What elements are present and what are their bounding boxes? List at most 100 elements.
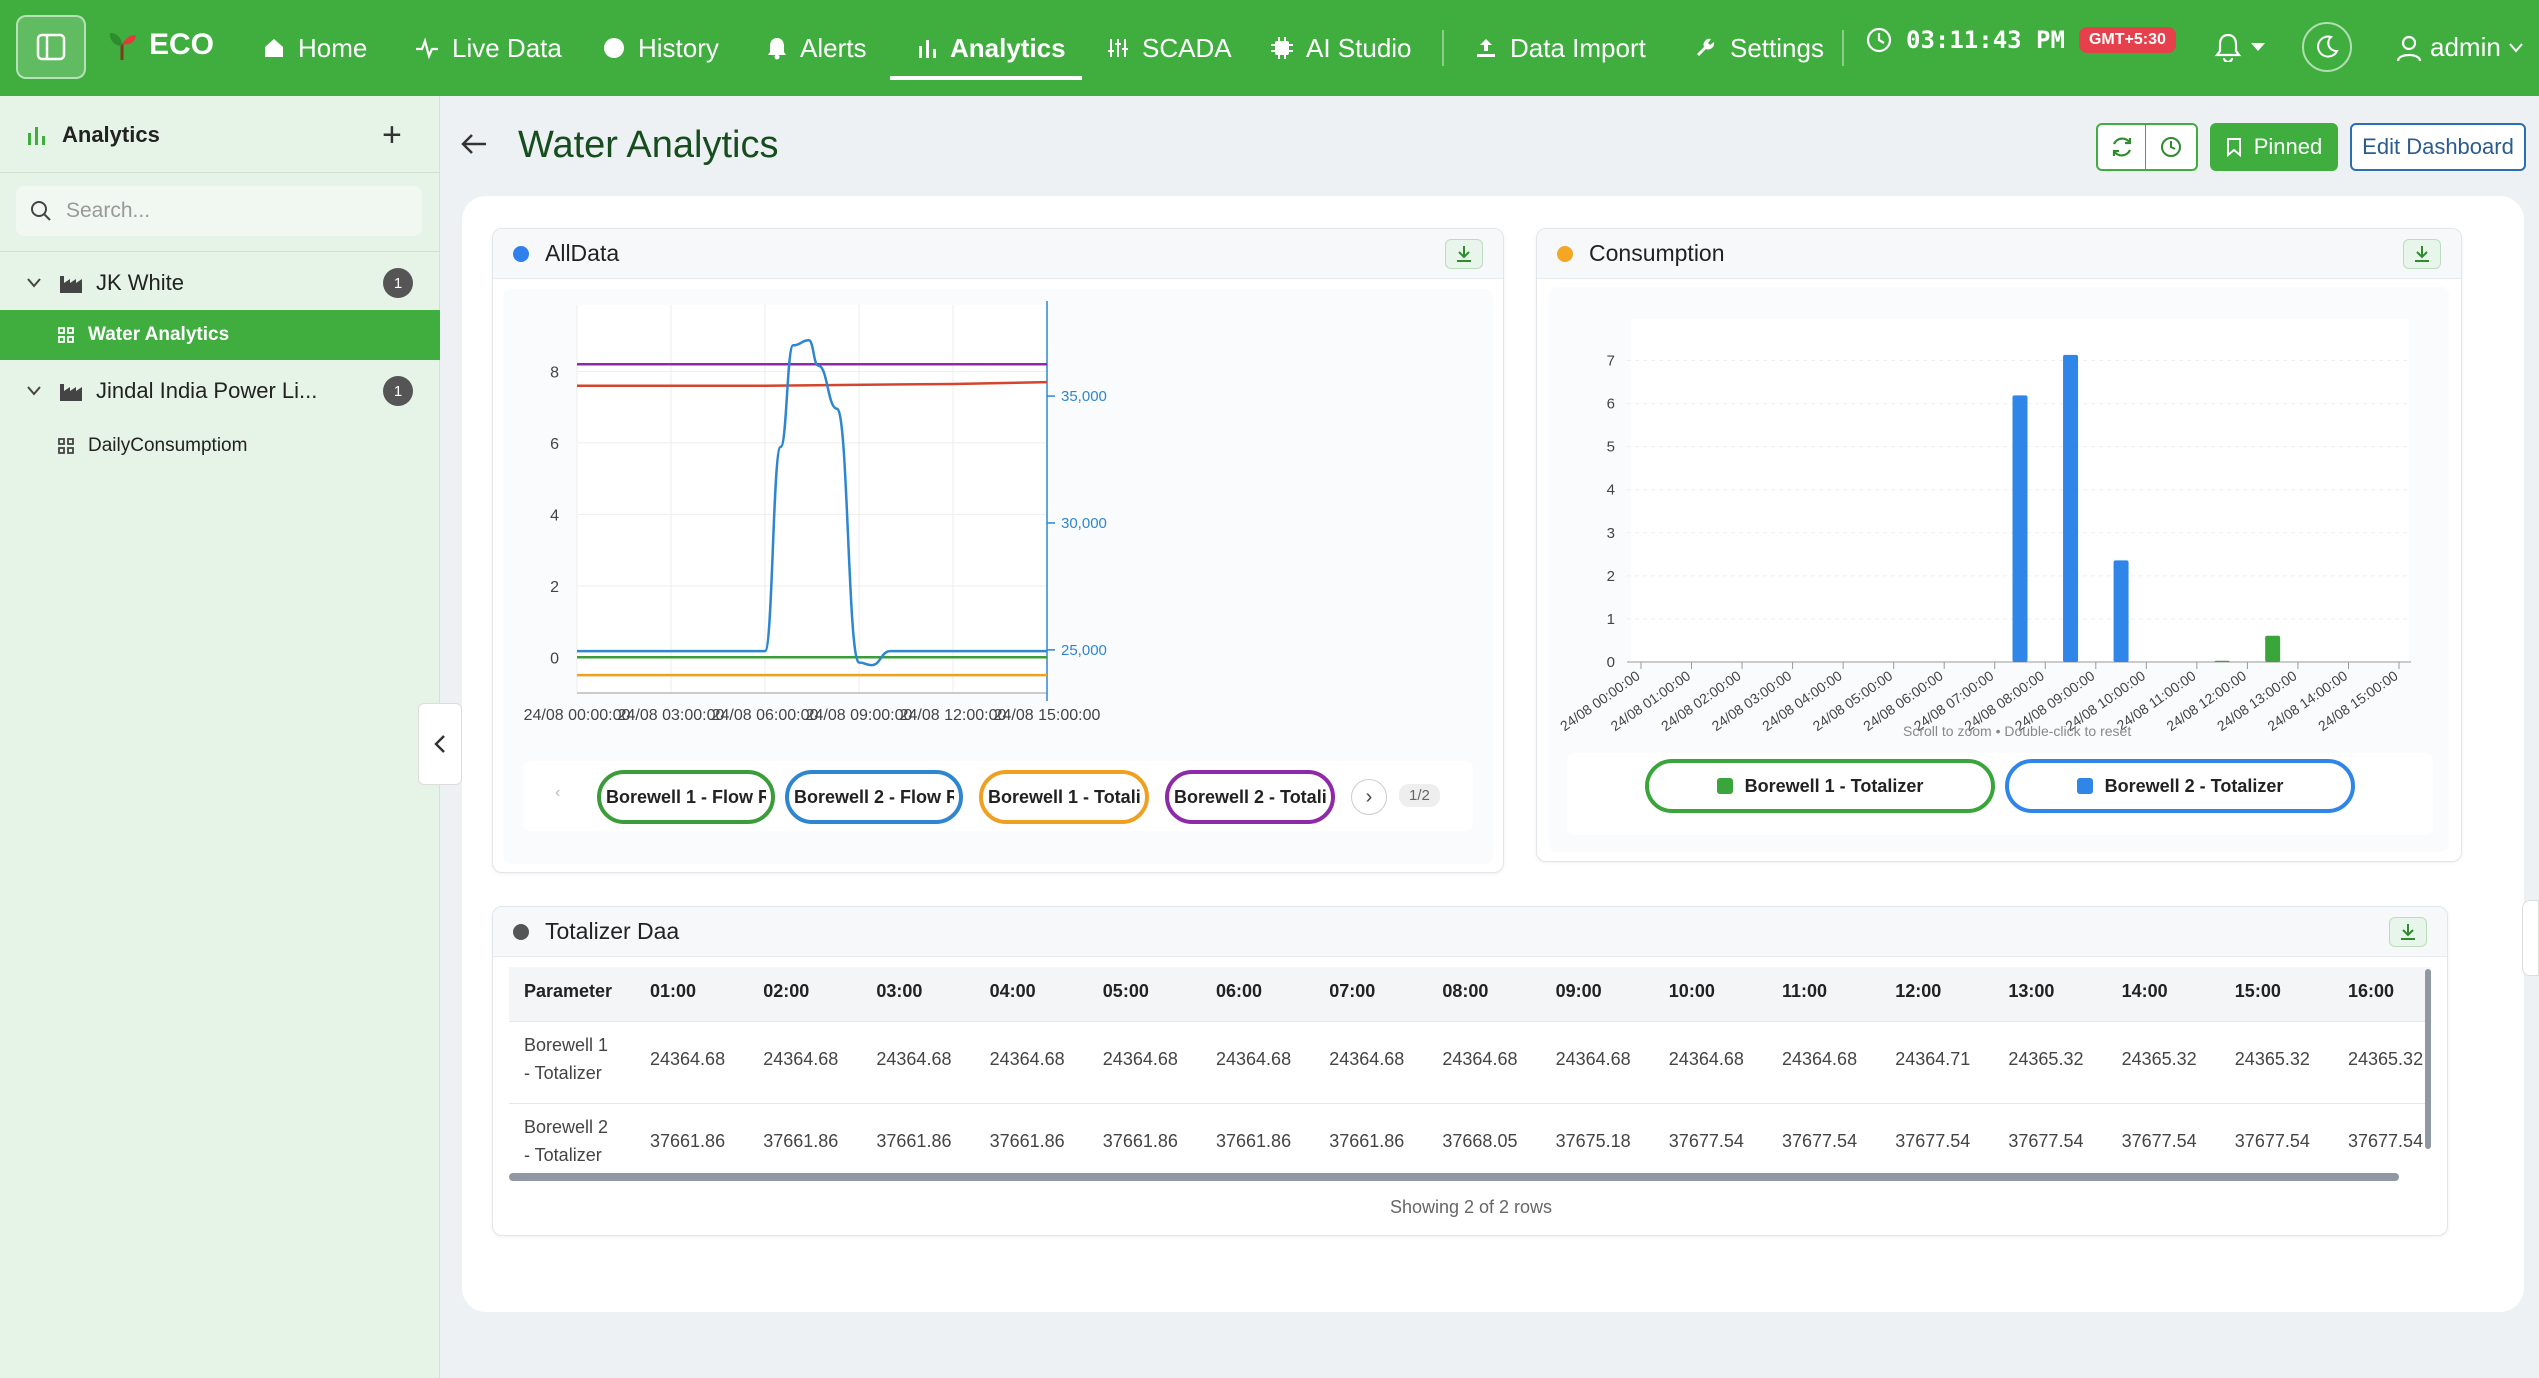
tree-group-label: Jindal India Power Li... <box>96 378 318 403</box>
app-logo[interactable]: ECO <box>105 28 214 62</box>
table-cell: 37677.54 <box>1895 1130 1971 1151</box>
nav-settings[interactable]: Settings <box>1694 0 1824 96</box>
nav-analytics-label: Analytics <box>950 32 1066 63</box>
table-cell: 37661.86 <box>763 1130 839 1151</box>
theme-toggle-button[interactable] <box>2302 22 2352 72</box>
nav-history[interactable]: History <box>602 0 719 96</box>
legend-chip[interactable]: Borewell 2 - Totalizer <box>2005 759 2355 813</box>
table-cell: 37675.18 <box>1555 1130 1631 1151</box>
column-header[interactable]: 12:00 <box>1895 980 1942 1001</box>
bar-chart-icon <box>919 40 936 58</box>
refresh-button[interactable] <box>2096 123 2146 171</box>
y-axis-tick-label: 0 <box>1607 654 1615 671</box>
download-button[interactable] <box>2403 239 2441 269</box>
column-header[interactable]: 02:00 <box>763 980 810 1001</box>
right-drawer-tab[interactable] <box>2522 900 2539 976</box>
count-badge: 1 <box>383 268 413 298</box>
bell-icon <box>768 38 786 60</box>
chip-icon <box>1271 37 1293 59</box>
clock-time: 03:11:43 PM <box>1906 26 2065 54</box>
app-name: ECO <box>149 28 215 61</box>
table-cell: 37677.54 <box>2008 1130 2084 1151</box>
edit-dashboard-button[interactable]: Edit Dashboard <box>2350 123 2526 171</box>
y-axis-tick-label: 1 <box>1607 611 1615 628</box>
y-axis-tick-label: 4 <box>550 507 559 524</box>
y-axis-right-tick-label: 25,000 <box>1061 642 1107 659</box>
bar <box>2012 395 2028 662</box>
sidebar-search[interactable]: Search... <box>16 186 422 236</box>
download-button[interactable] <box>1445 239 1483 269</box>
page-title: Water Analytics <box>518 124 779 166</box>
search-icon <box>31 201 51 221</box>
legend-prev-icon[interactable]: ‹ <box>555 784 561 801</box>
table-cell: 37677.54 <box>2348 1130 2424 1151</box>
column-header[interactable]: 04:00 <box>989 980 1036 1001</box>
legend-chip[interactable]: Borewell 2 - Totalizer <box>1165 770 1335 824</box>
notifications-button[interactable] <box>2214 32 2266 62</box>
nav-analytics[interactable]: Analytics <box>916 0 1066 96</box>
column-header[interactable]: 16:00 <box>2348 980 2395 1001</box>
table-cell: 24364.68 <box>1668 1048 1744 1069</box>
nav-alerts[interactable]: Alerts <box>766 0 866 96</box>
horizontal-scrollbar[interactable] <box>509 1173 2399 1181</box>
tree-group-jk-white[interactable]: JK White 1 <box>0 258 440 308</box>
column-header[interactable]: 15:00 <box>2234 980 2281 1001</box>
sidebar-header: Analytics <box>26 122 160 148</box>
search-input[interactable]: Search... <box>66 199 151 222</box>
sidebar-toggle-button[interactable] <box>16 15 86 79</box>
nav-home[interactable]: Home <box>262 0 367 96</box>
tree-item-daily-consumption[interactable]: DailyConsumptiom <box>0 421 440 471</box>
tree-group-jindal[interactable]: Jindal India Power Li... 1 <box>0 366 440 416</box>
legend-chip[interactable]: Borewell 1 - Flow Rate <box>597 770 775 824</box>
chevron-down-icon <box>27 278 41 288</box>
table-cell: 24364.68 <box>1216 1048 1292 1069</box>
nav-settings-label: Settings <box>1730 32 1824 63</box>
column-header[interactable]: 13:00 <box>2008 980 2055 1001</box>
auto-refresh-button[interactable] <box>2146 123 2198 171</box>
legend-pager: 1/2 <box>1399 784 1440 807</box>
add-dashboard-button[interactable]: + <box>382 116 402 154</box>
parameter-suffix: - Totalizer <box>524 1063 602 1083</box>
x-axis-tick-label: 24/08 12:00:00 <box>900 707 1007 724</box>
nav-data-import[interactable]: Data Import <box>1474 0 1646 96</box>
sprout-icon <box>109 33 136 60</box>
column-header[interactable]: 08:00 <box>1442 980 1489 1001</box>
column-header[interactable]: 09:00 <box>1555 980 1602 1001</box>
column-header[interactable]: 05:00 <box>1102 980 1149 1001</box>
user-menu[interactable]: admin <box>2396 32 2523 63</box>
legend-chip[interactable]: Borewell 1 - Totalizer <box>979 770 1149 824</box>
table-cell: 24365.32 <box>2121 1048 2197 1069</box>
column-header[interactable]: 10:00 <box>1668 980 1715 1001</box>
download-button[interactable] <box>2389 917 2427 947</box>
top-navbar: ECO Home Live Data History Alerts Analyt… <box>0 0 2539 96</box>
nav-ai-studio[interactable]: AI Studio <box>1270 0 1412 96</box>
edit-dashboard-label: Edit Dashboard <box>2362 134 2514 159</box>
clock-display: 03:11:43 PM GMT+5:30 <box>1866 26 2176 54</box>
back-button[interactable] <box>460 130 488 164</box>
legend-chip[interactable]: Borewell 2 - Flow Rate <box>785 770 963 824</box>
table-cell: 24364.68 <box>650 1048 726 1069</box>
column-header[interactable]: 01:00 <box>650 980 697 1001</box>
column-header-parameter[interactable]: Parameter <box>524 980 613 1001</box>
pinned-button[interactable]: Pinned <box>2210 123 2338 171</box>
legend-chip[interactable]: Borewell 1 - Totalizer <box>1645 759 1995 813</box>
column-header[interactable]: 07:00 <box>1329 980 1376 1001</box>
tree-item-water-analytics[interactable]: Water Analytics <box>0 310 440 360</box>
collapse-sidebar-button[interactable] <box>418 703 462 785</box>
column-header[interactable]: 06:00 <box>1216 980 1263 1001</box>
parameter-name: Borewell 1 <box>524 1035 609 1055</box>
nav-live-data[interactable]: Live Data <box>414 0 562 96</box>
clock-icon <box>1866 27 1892 53</box>
table-cell: 24364.68 <box>876 1048 952 1069</box>
column-header[interactable]: 14:00 <box>2121 980 2168 1001</box>
table-cell: 24364.68 <box>1555 1048 1631 1069</box>
column-header[interactable]: 03:00 <box>876 980 923 1001</box>
nav-scada[interactable]: SCADA <box>1106 0 1232 96</box>
vertical-scrollbar[interactable] <box>2425 969 2431 1149</box>
y-axis-right-tick-label: 35,000 <box>1061 388 1107 405</box>
legend-chip-label: Borewell 1 - Flow Rate <box>606 786 766 807</box>
legend-next-button[interactable]: › <box>1351 779 1387 815</box>
column-header[interactable]: 11:00 <box>1782 980 1828 1001</box>
